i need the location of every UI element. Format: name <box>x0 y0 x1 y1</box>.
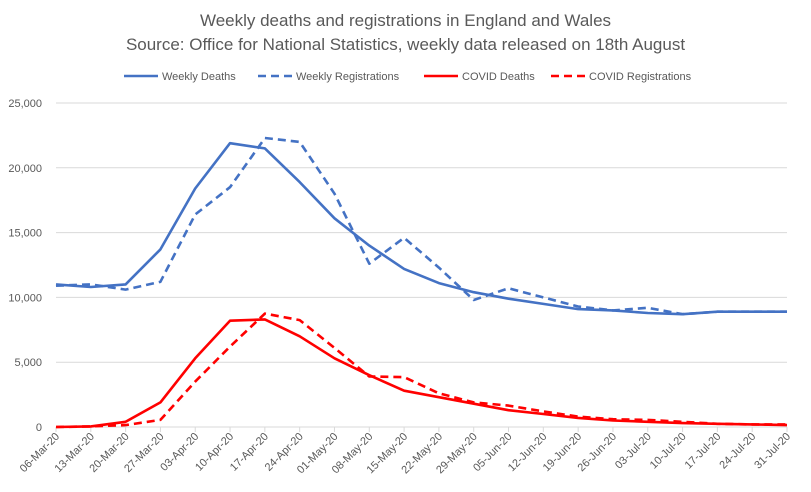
y-tick-label: 10,000 <box>8 292 42 304</box>
legend-label: Weekly Registrations <box>296 71 400 83</box>
legend: Weekly Deaths Weekly Registrations COVID D… <box>124 71 692 83</box>
y-tick-label: 15,000 <box>8 228 42 240</box>
x-tick-label: 10-Jul-20 <box>648 431 689 472</box>
series-lines <box>55 136 788 429</box>
x-tick-label: 24-Jul-20 <box>717 431 758 472</box>
series-line-weekly-deaths <box>55 141 787 316</box>
series-line-covid-deaths <box>55 318 788 429</box>
x-tick-label: 03-Jul-20 <box>613 431 654 472</box>
series-line-covid-registrations <box>55 312 787 429</box>
legend-label: Weekly Deaths <box>162 71 236 83</box>
axes: 05,00010,00015,00020,00025,00006-Mar-201… <box>8 98 793 476</box>
y-tick-label: 0 <box>36 422 42 434</box>
x-tick-label: 31-Jul-20 <box>752 431 793 472</box>
chart-subtitle: Source: Office for National Statistics, … <box>125 35 686 54</box>
legend-label: COVID Registrations <box>589 71 692 83</box>
series-line-weekly-registrations <box>55 136 787 316</box>
x-tick-label: 17-Jul-20 <box>683 431 724 472</box>
legend-label: COVID Deaths <box>462 71 535 83</box>
y-tick-label: 25,000 <box>8 98 42 110</box>
chart-title: Weekly deaths and registrations in Engla… <box>199 11 612 30</box>
y-tick-label: 20,000 <box>8 163 42 175</box>
y-tick-label: 5,000 <box>14 357 42 369</box>
gridlines <box>56 102 787 363</box>
